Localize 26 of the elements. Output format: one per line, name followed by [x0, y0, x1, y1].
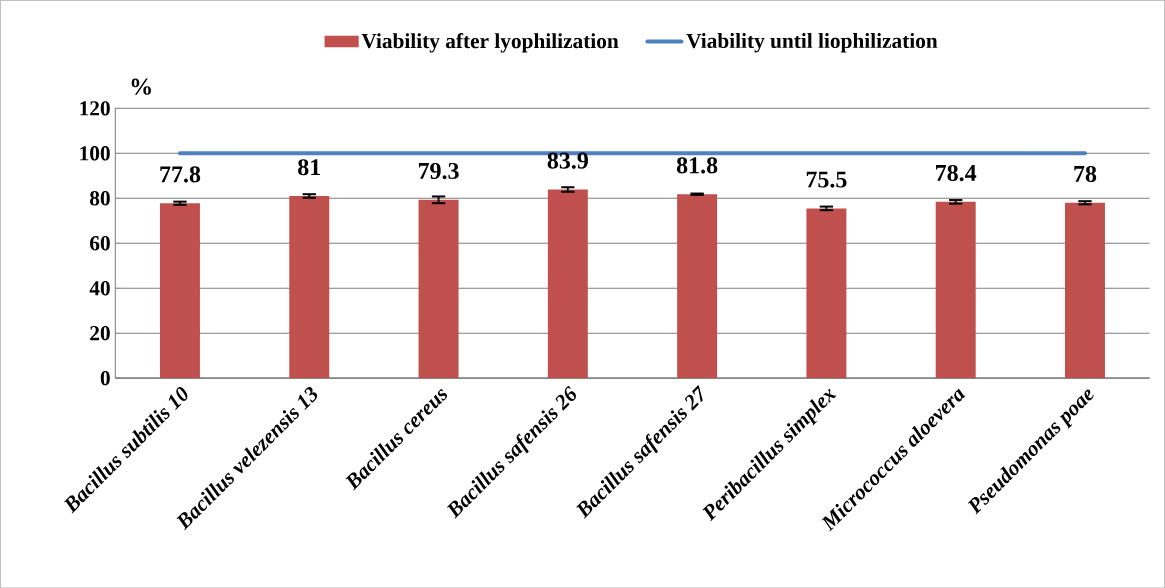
y-tick-label: 60 — [90, 235, 110, 251]
data-label: 78 — [1074, 165, 1097, 182]
y-axis-title: % — [131, 78, 151, 95]
data-label: 77.8 — [160, 166, 201, 183]
y-tick-label: 100 — [80, 145, 110, 161]
legend-label: Viability until liophilization — [686, 32, 938, 53]
bar — [1064, 202, 1105, 378]
y-tick-label: 20 — [90, 325, 110, 341]
data-label: 78.4 — [936, 164, 977, 181]
data-label: 79.3 — [418, 162, 459, 179]
bar — [935, 201, 976, 378]
legend-label: Viability after lyophilization — [361, 32, 619, 53]
y-tick-label: 120 — [80, 100, 110, 116]
bar — [806, 208, 847, 378]
bar — [159, 203, 200, 378]
bar — [289, 195, 330, 378]
data-label: 83.9 — [547, 152, 588, 169]
y-tick-label: 80 — [90, 190, 110, 206]
bar — [547, 189, 588, 378]
bar — [418, 199, 459, 378]
data-label: 81.8 — [676, 157, 718, 174]
bar — [677, 194, 718, 378]
y-tick-label: 0 — [100, 370, 110, 386]
data-label: 75.5 — [806, 171, 847, 188]
data-label: 81 — [298, 158, 321, 176]
y-tick-label: 40 — [89, 280, 110, 296]
